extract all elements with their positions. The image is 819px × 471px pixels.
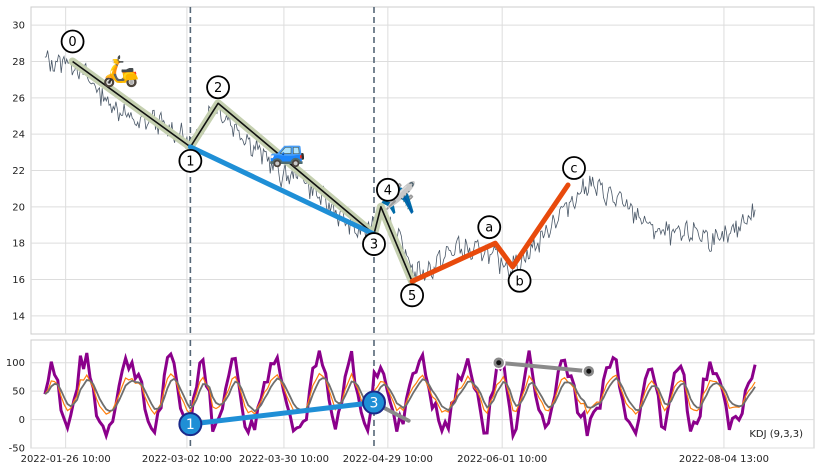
kdj-x-tick-5: 2022-08-04 13:00 [679,454,769,465]
kdj-blue-divergence-line [187,400,377,427]
wave-label-circle [562,156,586,180]
emoji-annotation-1: 🚙 [269,134,306,169]
wave-labels: 0 1 2 3 4 5 a b c [60,29,586,308]
wave-label-4: 4 [376,177,400,202]
price-trend-line [187,144,377,237]
kdj-y-tick-1: 0 [19,415,25,426]
price-y-tick-6: 26 [12,93,25,104]
kdj-d-line [44,376,756,413]
wave-label-text: 3 [370,238,378,253]
wave-label-text: c [570,162,577,177]
wave-lines [68,57,571,286]
wave-label-a: a [477,215,502,240]
wave-label-circle [507,268,532,293]
kdj-y-ticks: -50 0 50 100 [6,358,25,454]
kdj-y-tick-2: 50 [12,387,25,398]
kdj-x-tick-0: 2022-01-26 10:00 [21,454,111,465]
kdj-x-tick-3: 2022-04-29 10:00 [343,454,433,465]
wave-label-0: 0 [60,29,85,54]
kdj-gray-point-dot-1 [586,368,592,374]
price-y-tick-5: 24 [12,130,25,141]
kdj-x-tick-4: 2022-06-01 10:00 [457,454,547,465]
kdj-x-tick-1: 2022-03-02 10:00 [142,454,232,465]
price-line [44,50,756,282]
kdj-blue-label-3: 3 [361,390,386,415]
price-y-ticks: 14 16 18 20 22 24 26 28 30 [12,21,25,323]
price-y-tick-3: 20 [12,202,25,213]
price-y-tick-8: 30 [12,21,25,32]
wave-label-circle [60,29,85,54]
impulse-line [72,60,413,282]
corrective-abc-line [409,182,571,284]
wave-label-1: 1 [178,148,203,173]
kdj-blue-label-text: 1 [186,417,195,433]
wave-label-circle [376,177,400,202]
wave-label-text: b [515,274,523,289]
wave-label-5: 5 [400,283,425,308]
wave-label-c: c [562,156,586,180]
kdj-blue-label-circle [361,390,386,415]
kdj-divergence-lines: 13 [178,355,596,437]
wave-label-text: a [485,221,493,236]
wave-label-circle [362,232,386,256]
price-y-tick-2: 18 [12,239,25,250]
wave-label-circle [477,215,502,240]
kdj-blue-label-circle [178,412,203,437]
wave-label-text: 5 [408,289,416,304]
kdj-y-tick-0: -50 [9,444,25,455]
wave-label-text: 4 [384,183,392,198]
wave-label-text: 0 [68,35,76,50]
price-series [44,50,756,282]
kdj-gray-point-dot-0 [496,360,502,366]
kdj-x-tick-2: 2022-03-30 10:00 [239,454,329,465]
kdj-indicator-label: KDJ (9,3,3) [749,429,803,440]
kdj-y-tick-3: 100 [6,358,25,369]
kdj-blue-label-1: 1 [178,412,203,437]
price-y-tick-4: 22 [12,166,25,177]
price-y-tick-0: 14 [12,311,25,322]
wave-label-2: 2 [206,75,230,100]
price-y-tick-7: 28 [12,57,25,68]
kdj-gray-divergence-line [496,360,591,374]
wave-label-text: 2 [214,81,222,96]
wave-label-text: 1 [186,154,194,169]
kdj-x-ticks: 2022-01-26 10:00 2022-03-02 10:00 2022-03-… [21,454,769,465]
wave-label-3: 3 [362,232,386,256]
price-y-tick-1: 16 [12,275,25,286]
kdj-k-line [44,372,756,416]
emoji-annotation-0: 🛵 [102,54,139,89]
wave-label-circle [206,75,230,100]
wave-label-b: b [507,268,532,293]
wave-label-circle [178,148,203,173]
kdj-blue-label-text: 3 [370,396,379,412]
wave-label-circle [400,283,425,308]
kdj-panel: -50 0 50 100 2022-01-26 10:00 2022-03-02 10:… [6,339,815,465]
